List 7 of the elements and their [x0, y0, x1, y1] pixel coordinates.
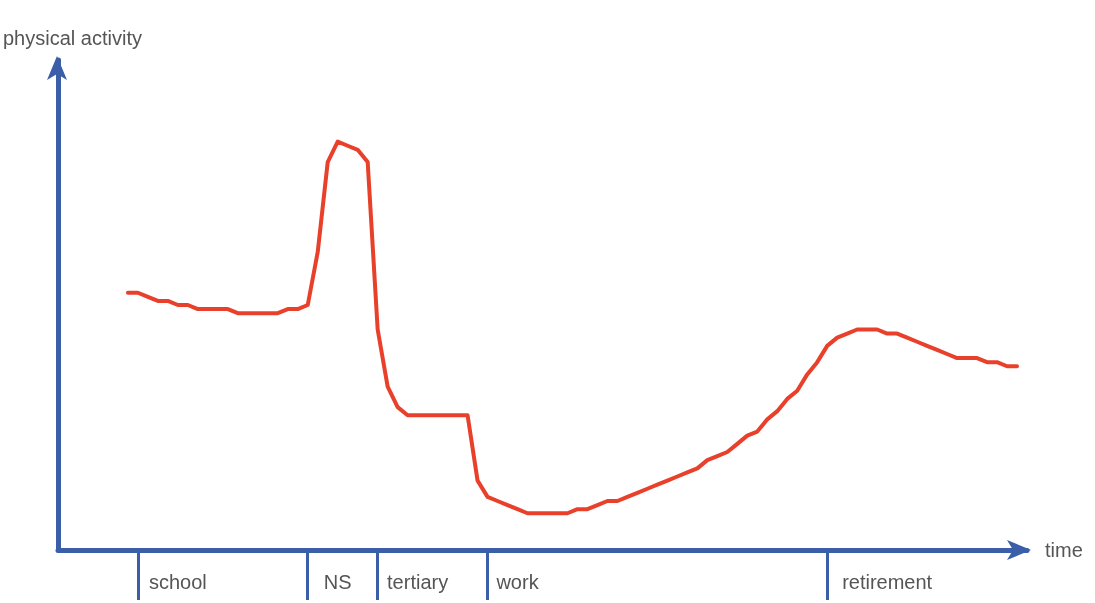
x-tick-label: tertiary	[387, 571, 449, 593]
x-tick-label: school	[148, 571, 207, 593]
y-axis-title: physical activity	[3, 27, 142, 49]
x-tick-label: work	[495, 571, 540, 593]
x-axis-title: time	[1045, 539, 1083, 561]
x-tick-label: retirement	[842, 571, 933, 593]
x-tick-label: NS	[323, 571, 352, 593]
